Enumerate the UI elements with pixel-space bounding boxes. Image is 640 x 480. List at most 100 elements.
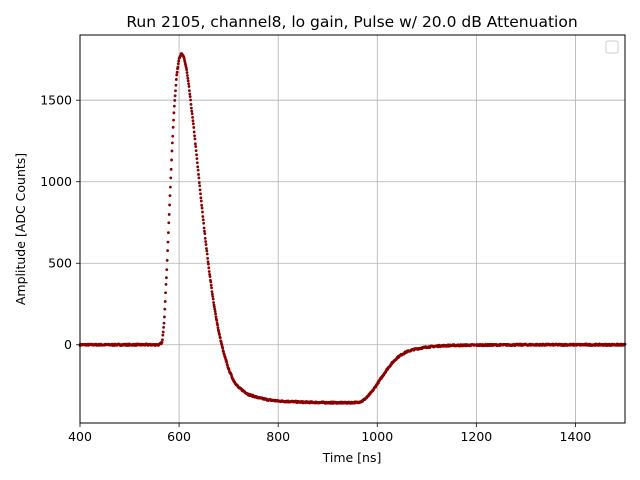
data-point (210, 290, 214, 294)
data-point (166, 231, 170, 235)
chart-title: Run 2105, channel8, lo gain, Pulse w/ 20… (126, 13, 577, 31)
x-tick-label: 600 (167, 429, 191, 444)
data-point (172, 118, 175, 122)
data-point (168, 185, 172, 189)
x-tick-label: 1000 (361, 429, 393, 444)
data-point (218, 336, 222, 340)
plot-frame (79, 34, 626, 424)
data-point (197, 176, 201, 180)
data-point (188, 92, 192, 96)
data-point (203, 229, 206, 233)
data-point (161, 330, 165, 334)
data-point (172, 104, 176, 108)
grid (79, 35, 625, 423)
data-point (206, 257, 210, 260)
data-point (189, 98, 192, 102)
data-point (212, 305, 216, 309)
data-point (188, 89, 191, 93)
data-point (214, 312, 217, 316)
data-point (200, 203, 204, 207)
data-point (199, 192, 202, 196)
data-point (191, 115, 194, 119)
data-point (186, 76, 190, 80)
data-point (190, 112, 194, 116)
data-point (211, 297, 215, 301)
data-point (197, 173, 200, 176)
data-point (195, 161, 199, 165)
data-point (213, 310, 217, 313)
plot-area (78, 52, 627, 405)
data-point (176, 62, 180, 66)
data-point (176, 65, 180, 69)
data-point (190, 109, 194, 113)
legend-box (605, 40, 619, 54)
data-point (210, 286, 213, 290)
data-point (193, 137, 197, 141)
data-point (165, 276, 168, 280)
data-point (189, 106, 193, 110)
data-point (188, 95, 192, 99)
x-tick-label: 1400 (560, 429, 592, 444)
data-point (161, 333, 165, 337)
data-point (164, 283, 168, 286)
data-point (205, 247, 208, 250)
y-axis-label: Amplitude [ADC Counts] (13, 153, 28, 305)
data-point (170, 141, 174, 145)
data-point (170, 149, 174, 153)
data-point (197, 181, 201, 184)
data-point (192, 130, 196, 134)
data-point (175, 70, 179, 74)
data-point (163, 307, 167, 311)
data-point (216, 326, 220, 330)
data-point (202, 221, 206, 225)
data-point (171, 125, 175, 129)
axis-ticks: 400 600 800 1000 1200 1400 0 500 1000 1500 (40, 93, 591, 444)
data-point (207, 262, 210, 266)
data-point (225, 360, 229, 364)
y-tick-label: 1500 (40, 93, 72, 108)
data-point (198, 184, 202, 188)
data-point (160, 340, 164, 344)
data-point (201, 215, 205, 218)
data-point (204, 240, 208, 243)
data-point (210, 292, 214, 296)
data-point (175, 73, 179, 77)
data-point (194, 145, 198, 148)
data-point (173, 98, 177, 102)
data-point (207, 270, 211, 273)
data-point (167, 213, 171, 216)
data-point (164, 291, 168, 295)
y-tick-label: 1000 (40, 174, 72, 189)
data-point (169, 167, 173, 171)
data-point (165, 259, 169, 262)
data-point (196, 168, 200, 172)
data-point (166, 240, 170, 244)
data-point (170, 158, 173, 162)
data-point (211, 295, 215, 298)
data-point (191, 122, 195, 126)
data-point (199, 196, 203, 200)
data-point (222, 350, 225, 353)
data-point (208, 275, 212, 278)
data-point (182, 57, 186, 61)
data-point (169, 176, 173, 180)
data-point (195, 153, 198, 157)
data-point (177, 59, 181, 63)
x-axis-label: Time [ns] (322, 450, 382, 465)
data-point (201, 218, 205, 222)
data-point (162, 326, 166, 329)
data-point (205, 249, 209, 253)
data-point (168, 203, 171, 207)
data-point (161, 338, 164, 342)
data-point (192, 126, 196, 129)
data-point (186, 79, 190, 83)
data-point (203, 232, 207, 236)
data-point (213, 307, 217, 311)
y-tick-label: 500 (48, 256, 72, 271)
data-point (221, 346, 225, 350)
data-point (162, 321, 166, 325)
data-point (196, 165, 200, 169)
data-point (203, 236, 207, 240)
data-point (165, 268, 169, 272)
